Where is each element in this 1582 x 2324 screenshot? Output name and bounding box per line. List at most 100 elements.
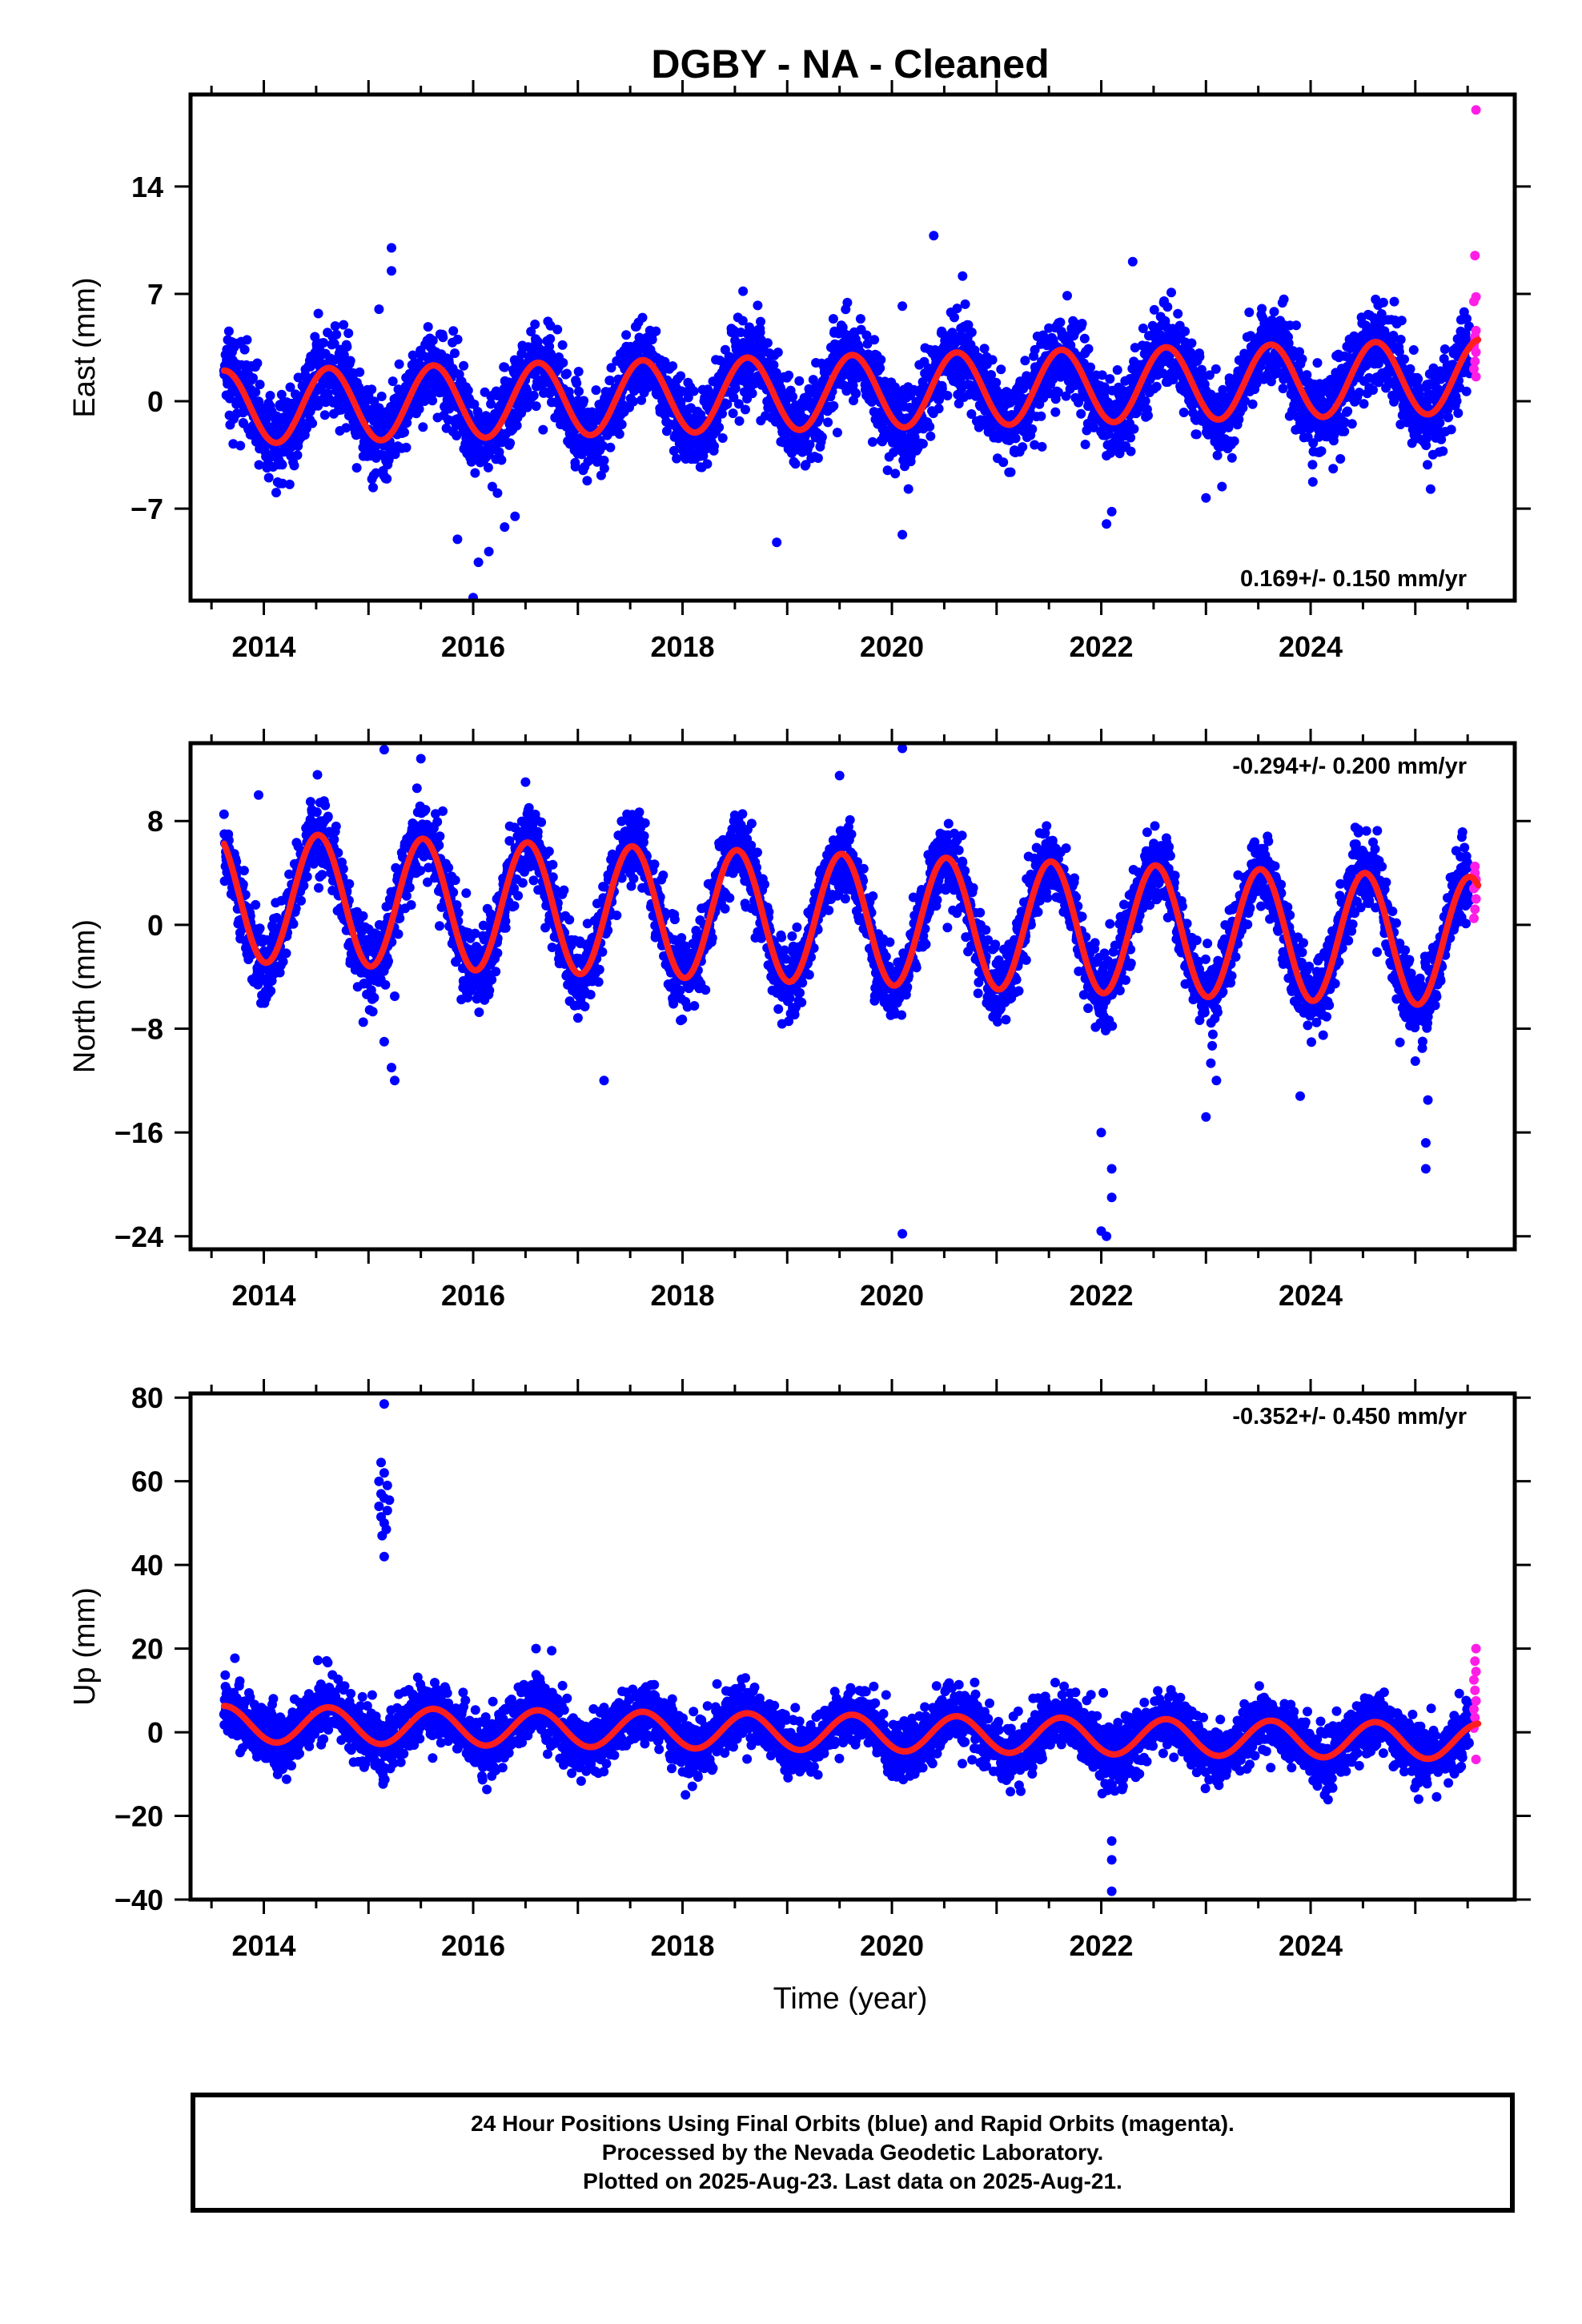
final-orbit-point bbox=[400, 427, 409, 437]
final-orbit-point bbox=[1036, 411, 1046, 421]
final-orbit-point bbox=[1339, 426, 1350, 436]
rapid-orbit-point bbox=[1471, 105, 1481, 115]
final-orbit-point bbox=[1439, 344, 1450, 354]
final-orbit-point bbox=[1020, 356, 1030, 366]
final-orbit-point bbox=[343, 328, 354, 339]
final-orbit-point bbox=[374, 304, 384, 315]
final-orbit-point bbox=[828, 314, 838, 324]
final-orbit-point bbox=[689, 386, 699, 396]
final-orbit-point bbox=[1037, 441, 1047, 452]
final-orbit-point bbox=[341, 423, 351, 433]
final-orbit-point bbox=[538, 424, 548, 435]
final-orbit-point bbox=[311, 807, 322, 818]
rapid-orbit-point bbox=[1470, 251, 1480, 261]
final-orbit-point bbox=[1452, 396, 1462, 406]
final-orbit-point bbox=[1446, 424, 1456, 435]
final-orbit-point bbox=[329, 339, 339, 349]
final-orbit-point bbox=[730, 383, 741, 393]
final-orbit-point bbox=[473, 557, 484, 568]
final-orbit-point bbox=[637, 312, 648, 323]
final-orbit-point bbox=[438, 332, 448, 343]
final-orbit-point bbox=[314, 883, 323, 893]
final-orbit-point bbox=[714, 422, 725, 432]
final-orbit-point bbox=[1086, 362, 1095, 372]
final-orbit-point bbox=[738, 286, 749, 296]
final-orbit-point bbox=[552, 324, 563, 335]
final-orbit-point bbox=[942, 391, 953, 400]
final-orbit-point bbox=[1140, 396, 1150, 406]
final-orbit-point bbox=[1453, 408, 1464, 418]
final-orbit-point bbox=[1166, 287, 1176, 298]
final-orbit-point bbox=[289, 460, 299, 471]
final-orbit-point bbox=[265, 391, 275, 400]
final-orbit-point bbox=[747, 388, 757, 399]
final-orbit-point bbox=[248, 373, 258, 383]
final-orbit-point bbox=[239, 344, 250, 355]
final-orbit-point bbox=[367, 1007, 378, 1017]
final-orbit-point bbox=[709, 441, 719, 452]
final-orbit-point bbox=[276, 389, 287, 400]
final-orbit-point bbox=[284, 479, 295, 489]
final-orbit-point bbox=[897, 301, 908, 312]
y-tick-label: 0 bbox=[147, 385, 163, 418]
final-orbit-point bbox=[1423, 460, 1432, 470]
x-tick-label: 2024 bbox=[1279, 630, 1343, 663]
final-orbit-point bbox=[1425, 484, 1435, 494]
final-orbit-point bbox=[545, 334, 556, 344]
final-orbit-point bbox=[292, 450, 303, 460]
final-orbit-point bbox=[1180, 326, 1191, 336]
final-orbit-point bbox=[1368, 385, 1378, 395]
final-orbit-point bbox=[1105, 374, 1115, 384]
final-orbit-point bbox=[897, 529, 908, 540]
final-orbit-point bbox=[317, 870, 327, 880]
north-points bbox=[219, 743, 1481, 1241]
final-orbit-point bbox=[762, 338, 773, 348]
final-orbit-point bbox=[1435, 417, 1445, 428]
final-orbit-point bbox=[448, 326, 459, 336]
final-orbit-point bbox=[823, 417, 833, 428]
final-orbit-point bbox=[1151, 381, 1162, 392]
final-orbit-point bbox=[505, 438, 516, 448]
final-orbit-point bbox=[1006, 467, 1016, 477]
final-orbit-point bbox=[702, 459, 713, 469]
final-orbit-point bbox=[310, 332, 320, 342]
final-orbit-point bbox=[296, 895, 307, 906]
final-orbit-point bbox=[339, 320, 349, 330]
final-orbit-point bbox=[452, 534, 463, 545]
final-orbit-point bbox=[344, 879, 355, 889]
final-orbit-point bbox=[351, 463, 362, 473]
final-orbit-point bbox=[1191, 429, 1202, 440]
final-orbit-point bbox=[851, 388, 861, 399]
final-orbit-point bbox=[401, 891, 412, 901]
final-orbit-point bbox=[917, 439, 928, 449]
rapid-orbit-point bbox=[1471, 347, 1481, 357]
final-orbit-point bbox=[903, 484, 913, 494]
final-orbit-point bbox=[1055, 317, 1066, 328]
final-orbit-point bbox=[387, 376, 398, 387]
final-orbit-point bbox=[428, 396, 438, 406]
final-orbit-point bbox=[406, 900, 416, 910]
final-orbit-point bbox=[510, 511, 520, 521]
final-orbit-point bbox=[1438, 446, 1448, 456]
final-orbit-point bbox=[753, 300, 763, 311]
final-orbit-point bbox=[1378, 297, 1388, 308]
final-orbit-point bbox=[1291, 320, 1301, 331]
final-orbit-point bbox=[1408, 345, 1419, 355]
final-orbit-point bbox=[252, 358, 263, 368]
final-orbit-point bbox=[281, 948, 291, 959]
y-tick-label: 14 bbox=[131, 171, 163, 203]
final-orbit-point bbox=[1279, 294, 1289, 304]
final-orbit-point bbox=[616, 420, 627, 429]
final-orbit-point bbox=[756, 316, 765, 327]
final-orbit-point bbox=[355, 367, 365, 377]
final-orbit-point bbox=[255, 923, 265, 934]
final-orbit-point bbox=[255, 380, 265, 390]
final-orbit-point bbox=[331, 821, 341, 831]
final-orbit-point bbox=[717, 433, 728, 443]
final-orbit-point bbox=[773, 348, 783, 357]
final-orbit-point bbox=[842, 297, 853, 308]
final-orbit-point bbox=[330, 321, 340, 332]
final-orbit-point bbox=[1316, 446, 1327, 456]
